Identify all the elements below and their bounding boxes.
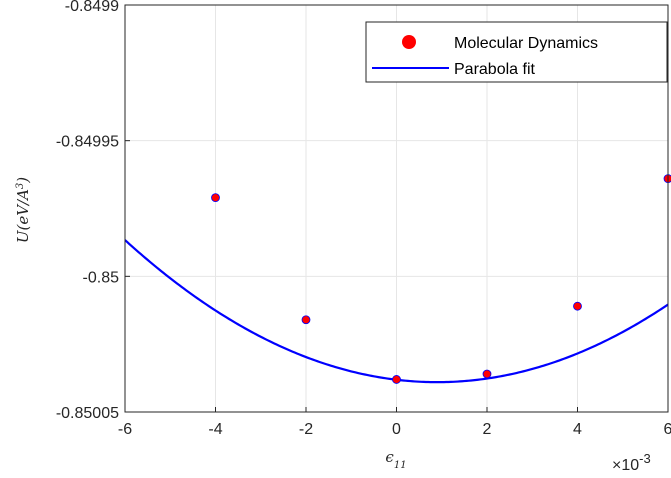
- legend-label-molecular-dynamics: Molecular Dynamics: [454, 35, 598, 52]
- x-tick-label: -2: [299, 421, 313, 438]
- y-tick-label: -0.84995: [56, 134, 119, 151]
- y-tick-label: -0.85: [83, 269, 120, 286]
- data-point: [392, 375, 401, 384]
- x-tick-label: 0: [392, 421, 401, 438]
- data-point: [482, 369, 492, 379]
- legend-box: [365, 21, 668, 83]
- x-tick-label: 6: [664, 421, 671, 438]
- y-axis-label: U(eV/A3): [14, 177, 32, 243]
- x-exponent-label: ×10-3: [612, 451, 651, 475]
- x-tick-label: 4: [573, 421, 582, 438]
- legend-marker-molecular-dynamics: [402, 35, 416, 49]
- x-axis: -6 -4 -2 0 2 4 6: [118, 407, 671, 438]
- x-tick-label: 2: [483, 421, 492, 438]
- x-tick-label: -6: [118, 421, 132, 438]
- data-point: [573, 301, 582, 311]
- data-point: [211, 193, 220, 203]
- x-tick-label: -4: [208, 421, 222, 438]
- x-axis-label: ϵ11: [385, 448, 406, 471]
- data-point: [301, 315, 311, 325]
- y-tick-label: -0.8499: [65, 0, 119, 15]
- y-tick-label: -0.85005: [56, 405, 119, 422]
- legend: Molecular Dynamics Parabola fit: [365, 21, 668, 83]
- legend-label-parabola-fit: Parabola fit: [454, 61, 535, 78]
- y-axis: -0.85005 -0.85 -0.84995 -0.8499: [56, 0, 130, 422]
